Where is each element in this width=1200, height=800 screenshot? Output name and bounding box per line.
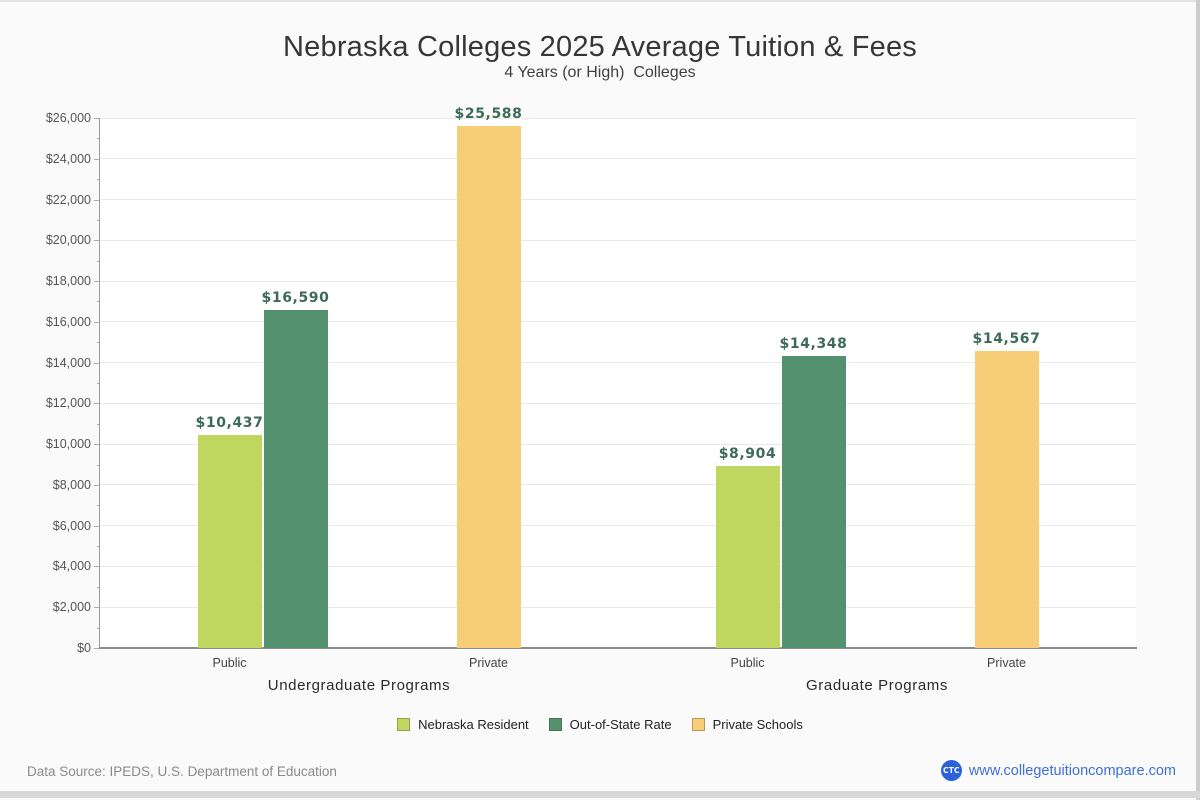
gridline	[100, 484, 1136, 486]
x-axis-group-label: Undergraduate Programs	[267, 677, 451, 694]
bar-private-schools	[456, 126, 521, 648]
y-axis-tick-label: $22,000	[45, 192, 91, 207]
y-axis-minor-tick	[97, 383, 100, 384]
bar-value-label: $14,567	[972, 331, 1041, 348]
y-axis-tick-label: $10,000	[45, 437, 91, 452]
y-axis-minor-tick	[97, 627, 100, 629]
y-axis-major-tick	[94, 484, 100, 486]
y-axis-major-tick	[94, 525, 100, 527]
horizontal-scrollbar[interactable]	[0, 791, 1200, 798]
legend-swatch-icon	[548, 718, 562, 731]
bar-value-label: $10,437	[195, 415, 264, 432]
y-axis-tick-label: $20,000	[45, 233, 91, 248]
ctc-logo-icon: CTC	[940, 760, 962, 781]
y-axis-tick-label: $6,000	[52, 518, 91, 533]
y-axis-major-tick	[94, 240, 100, 242]
vertical-scrollbar[interactable]	[1196, 0, 1200, 800]
x-axis-category-label: Private	[469, 656, 508, 670]
y-axis-major-tick	[94, 403, 100, 405]
bar-value-label: $8,904	[718, 446, 777, 463]
gridline	[100, 443, 1136, 445]
y-axis-minor-tick	[97, 505, 100, 507]
bar-private-schools	[974, 351, 1039, 648]
y-axis-major-tick	[94, 362, 100, 364]
bar-out-of-state-rate	[263, 309, 328, 648]
y-axis-tick-label: $2,000	[52, 600, 91, 615]
bar-nebraska-resident	[197, 435, 262, 648]
x-axis-category-label: Public	[730, 656, 765, 670]
gridline	[100, 525, 1136, 527]
legend-swatch-icon	[397, 718, 411, 731]
website-link[interactable]: CTC www.collegetuitioncompare.com	[940, 760, 1176, 781]
y-axis-minor-tick	[97, 423, 100, 425]
y-axis-minor-tick	[97, 464, 100, 466]
gridline	[100, 606, 1136, 608]
y-axis-major-tick	[94, 566, 100, 568]
y-axis-major-tick	[94, 444, 100, 446]
y-axis-minor-tick	[97, 219, 100, 221]
gridline	[100, 117, 1136, 119]
y-axis-minor-tick	[97, 138, 100, 140]
chart-title: Nebraska Colleges 2025 Average Tuition &…	[283, 31, 917, 63]
gridline	[100, 565, 1136, 567]
y-axis-tick-label: $18,000	[45, 274, 91, 289]
legend-label: Nebraska Resident	[418, 717, 529, 732]
bar-value-label: $14,348	[779, 335, 848, 352]
gridline	[100, 280, 1136, 282]
x-axis-group-label: Graduate Programs	[806, 677, 948, 694]
bar-out-of-state-rate	[781, 355, 846, 648]
legend-label: Private Schools	[712, 717, 803, 732]
y-axis-tick-label: $14,000	[45, 355, 91, 370]
y-axis-minor-tick	[97, 546, 100, 548]
y-axis-minor-tick	[97, 342, 100, 344]
chart-subtitle: 4 Years (or High) Colleges	[504, 64, 696, 81]
x-axis-category-label: Private	[987, 656, 1026, 670]
y-axis-line	[99, 118, 100, 649]
y-axis-tick-label: $12,000	[45, 396, 91, 411]
legend-item-out-of-state-rate[interactable]: Out-of-State Rate	[548, 717, 672, 732]
y-axis-tick-label: $16,000	[45, 314, 91, 329]
y-axis-major-tick	[94, 118, 100, 119]
gridline	[100, 199, 1136, 201]
gridline	[100, 239, 1136, 241]
y-axis-major-tick	[94, 321, 100, 323]
y-axis-tick-label: $8,000	[52, 477, 91, 492]
y-axis-major-tick	[94, 199, 100, 201]
gridline	[100, 321, 1136, 323]
bar-nebraska-resident	[715, 466, 780, 648]
data-source-note: Data Source: IPEDS, U.S. Department of E…	[27, 764, 337, 779]
y-axis-major-tick	[94, 648, 100, 649]
y-axis-tick-label: $0	[77, 641, 91, 655]
legend-label: Out-of-State Rate	[569, 717, 672, 732]
gridline	[100, 402, 1136, 404]
bar-value-label: $25,588	[454, 106, 523, 123]
y-axis-major-tick	[94, 158, 100, 160]
legend-swatch-icon	[691, 718, 705, 731]
x-axis-category-label: Public	[212, 656, 247, 670]
y-axis-major-tick	[94, 607, 100, 609]
website-url: www.collegetuitioncompare.com	[968, 762, 1176, 779]
y-axis-minor-tick	[97, 260, 100, 262]
chart-legend: Nebraska Resident Out-of-State Rate Privat…	[0, 717, 1200, 732]
legend-item-nebraska-resident[interactable]: Nebraska Resident	[397, 717, 529, 732]
y-axis-minor-tick	[97, 586, 100, 588]
y-axis-minor-tick	[97, 179, 100, 181]
gridline	[100, 158, 1136, 160]
legend-item-private-schools[interactable]: Private Schools	[691, 717, 803, 732]
x-axis-line	[99, 647, 1137, 649]
y-axis-tick-label: $24,000	[45, 151, 91, 166]
y-axis-tick-label: $26,000	[45, 111, 91, 125]
gridline	[100, 362, 1136, 364]
y-axis-minor-tick	[97, 301, 100, 303]
y-axis-major-tick	[94, 281, 100, 283]
y-axis-tick-label: $4,000	[52, 559, 91, 574]
window-top-border	[0, 0, 1200, 2]
bar-value-label: $16,590	[261, 289, 330, 306]
